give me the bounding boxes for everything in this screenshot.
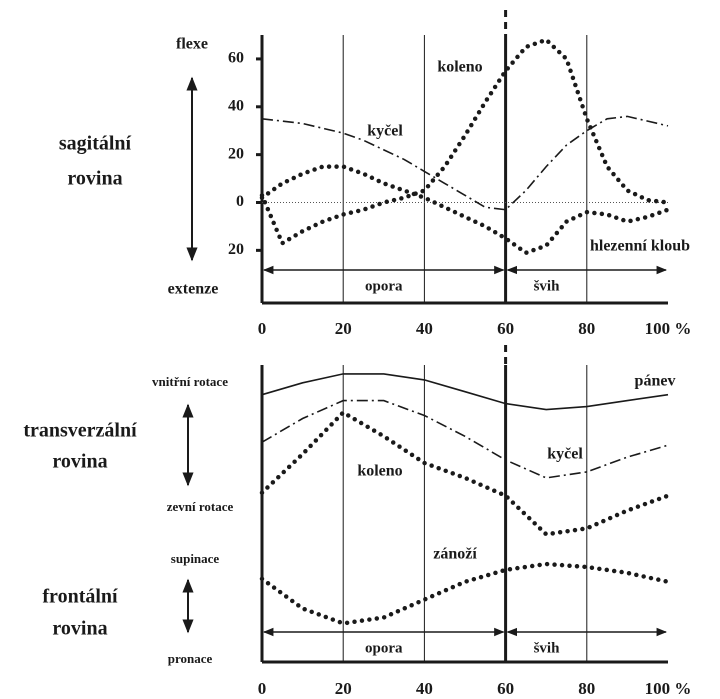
- y-tick-label: 0: [236, 193, 244, 210]
- x-tick-label: 20: [335, 679, 352, 698]
- series-line: [261, 115, 669, 211]
- side-label: transverzální: [23, 420, 137, 442]
- side-label: rovina: [52, 618, 107, 640]
- axis-label: vnitřní rotace: [152, 374, 228, 389]
- x-tick-label: 100 %: [645, 319, 692, 338]
- side-arrows: [182, 76, 198, 634]
- x-tick-label: 60: [497, 319, 514, 338]
- series-line: [261, 373, 669, 411]
- series-label: pánev: [635, 373, 676, 390]
- phase-label: švih: [534, 640, 561, 656]
- side-label: rovina: [52, 451, 107, 473]
- axis-label: extenze: [168, 281, 219, 298]
- x-tick-label: 60: [497, 679, 514, 698]
- series-line: [259, 164, 671, 256]
- phase-label: opora: [365, 278, 403, 294]
- phase-label: opora: [365, 640, 403, 656]
- series-line: [259, 37, 671, 247]
- series-label: kyčel: [547, 446, 583, 463]
- y-tick-label: 20: [228, 241, 244, 258]
- side-label: frontální: [42, 586, 118, 608]
- x-tick-label: 80: [578, 319, 595, 338]
- series-line: [261, 399, 669, 479]
- axis-label: pronace: [168, 651, 213, 666]
- series-label: hlezenní kloub: [590, 238, 690, 255]
- x-tick-label: 80: [578, 679, 595, 698]
- side-label: sagitální: [59, 133, 132, 155]
- axis-label: zevní rotace: [167, 499, 234, 514]
- side-label: rovina: [67, 168, 122, 190]
- series-line: [259, 409, 671, 537]
- series-line: [259, 561, 671, 626]
- x-tick-label: 100 %: [645, 679, 692, 698]
- y-tick-label: 40: [228, 97, 244, 114]
- axis-label: flexe: [176, 36, 208, 53]
- y-tick-label: 60: [228, 50, 244, 67]
- x-tick-label: 40: [416, 679, 433, 698]
- x-tick-label: 0: [258, 319, 267, 338]
- y-tick-label: 20: [228, 145, 244, 162]
- series-label: koleno: [357, 463, 402, 480]
- series-label: kyčel: [367, 123, 403, 140]
- x-tick-label: 40: [416, 319, 433, 338]
- series-label: zánoží: [433, 546, 477, 563]
- phase-label: švih: [534, 278, 561, 294]
- x-tick-label: 0: [258, 679, 267, 698]
- series-label: koleno: [437, 59, 482, 76]
- x-tick-label: 20: [335, 319, 352, 338]
- axis-label: supinace: [171, 551, 220, 566]
